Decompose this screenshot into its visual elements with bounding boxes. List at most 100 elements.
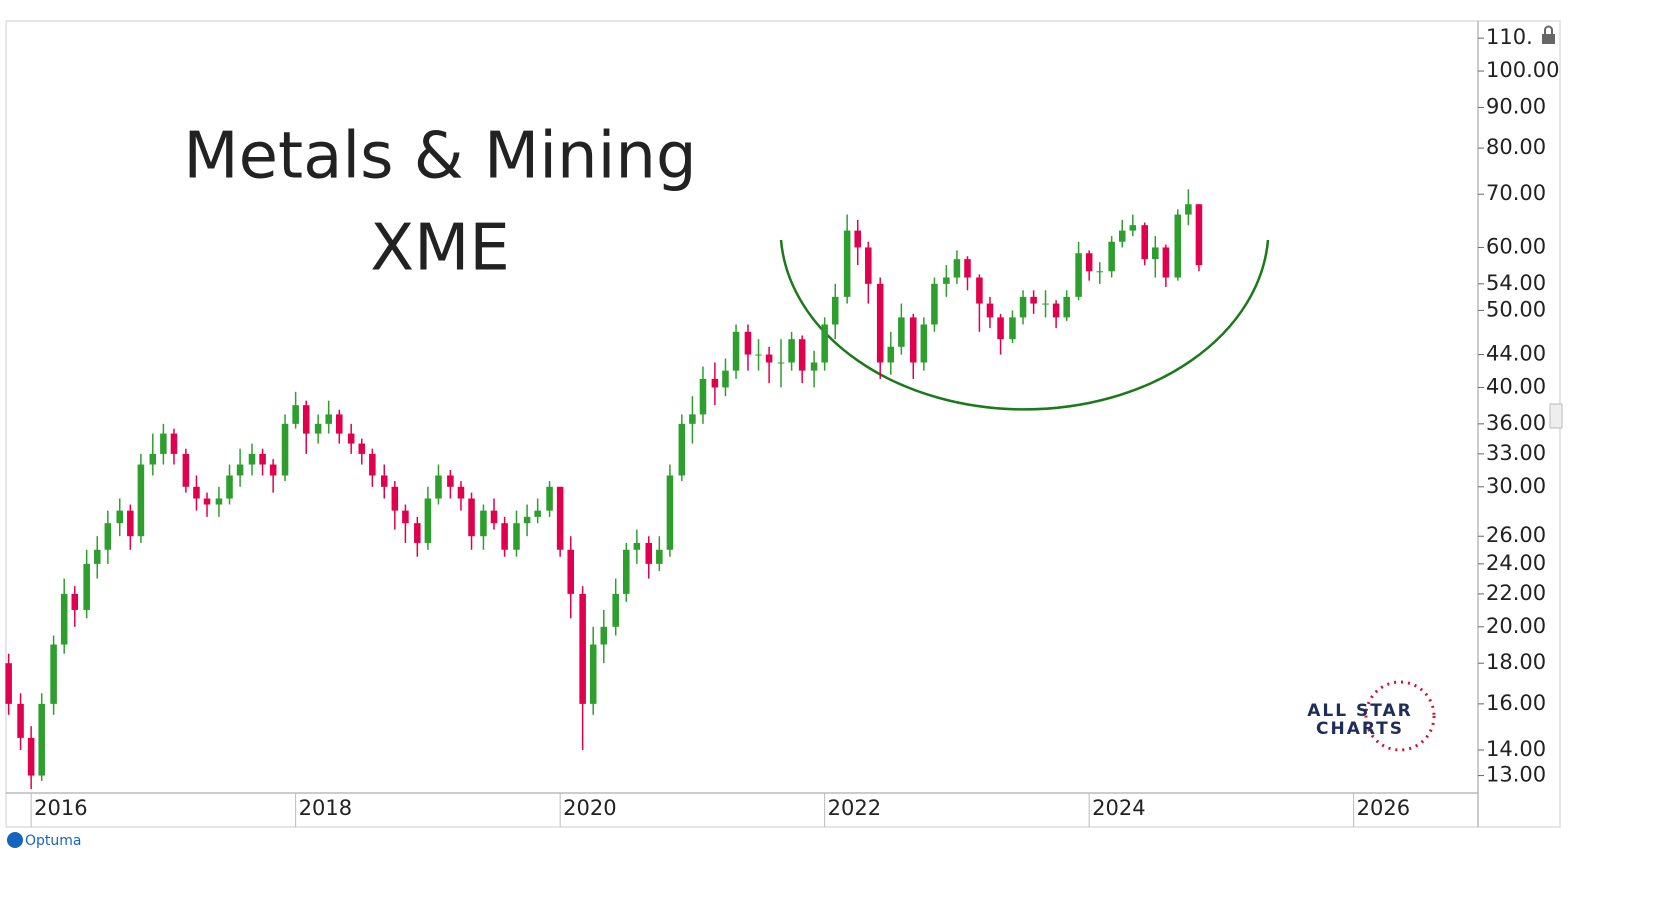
candle-body — [1030, 296, 1037, 304]
candle-body — [765, 354, 773, 363]
candle-body — [457, 486, 465, 499]
candle-body — [1042, 303, 1049, 305]
x-tick-label: 2024 — [1092, 796, 1145, 820]
candle-body — [854, 230, 861, 248]
y-tick-label: 30.00 — [1486, 474, 1546, 498]
candle-body — [623, 549, 630, 594]
candle-body — [556, 486, 564, 550]
candle-body — [1108, 241, 1115, 272]
candle-body — [116, 510, 124, 524]
candle-body — [292, 405, 299, 424]
candle-body — [1096, 271, 1104, 273]
candle-body — [215, 498, 223, 505]
candle-body — [1085, 253, 1093, 272]
candle-body — [347, 433, 355, 444]
x-tick-label: 2018 — [299, 796, 352, 820]
candle-body — [226, 475, 233, 499]
x-tick-label: 2022 — [828, 796, 881, 820]
candle-body — [302, 405, 310, 434]
candle-body — [909, 317, 917, 363]
y-tick-label: 60.00 — [1486, 234, 1546, 258]
candle-body — [633, 542, 641, 550]
candle-body — [732, 331, 740, 371]
candle-body — [170, 433, 178, 454]
y-tick-label: 14.00 — [1486, 737, 1546, 761]
candle-body — [435, 475, 442, 499]
candle-body — [711, 378, 719, 388]
cup-annotation — [779, 239, 1270, 411]
candle-body — [976, 277, 983, 304]
chart-subtitle: XME — [370, 212, 510, 286]
candle-body — [1063, 296, 1070, 318]
candle-body — [127, 510, 134, 537]
logo-text: ALL STAR — [1307, 701, 1413, 721]
candle-body — [1052, 303, 1060, 318]
candle-body — [336, 414, 343, 434]
candle-body — [424, 498, 432, 543]
candle-body — [1152, 247, 1159, 260]
candle-body — [38, 703, 45, 776]
candle-body — [579, 593, 586, 704]
candle-body — [1195, 204, 1203, 266]
candle-body — [1141, 225, 1148, 260]
candle-body — [722, 370, 729, 388]
candle-body — [369, 453, 376, 476]
candle-body — [1185, 204, 1192, 215]
candle-body — [269, 464, 277, 476]
candle-body — [414, 523, 421, 543]
candle-body — [203, 498, 211, 505]
candle-body — [193, 486, 200, 499]
candle-body — [1118, 230, 1126, 242]
y-tick-label: 110. — [1486, 25, 1533, 49]
y-tick-label: 36.00 — [1486, 411, 1546, 435]
candle-body — [821, 324, 828, 363]
y-tick-label: 54.00 — [1486, 271, 1546, 295]
candle-body — [468, 498, 475, 537]
candle-body — [656, 549, 663, 564]
candle-body — [1009, 317, 1016, 340]
candle-body — [281, 423, 289, 476]
candle-body — [236, 464, 244, 476]
candle-body — [744, 331, 752, 355]
y-tick-label: 44.00 — [1486, 342, 1546, 366]
candle-body — [5, 663, 12, 704]
candle-body — [259, 453, 266, 465]
candle-body — [50, 644, 57, 704]
chart-title: Metals & Mining — [183, 120, 696, 194]
candle-body — [314, 423, 322, 434]
candle-body — [325, 414, 332, 424]
y-tick-label: 40.00 — [1486, 374, 1546, 398]
candle-body — [490, 510, 498, 524]
candle-body — [248, 453, 256, 465]
y-tick-label: 70.00 — [1486, 181, 1546, 205]
candle-body — [104, 523, 112, 550]
candle-body — [986, 303, 994, 318]
candle-body — [501, 523, 508, 550]
candle-body — [1019, 296, 1027, 318]
x-tick-label: 2020 — [563, 796, 616, 820]
candle-body — [931, 283, 938, 325]
y-tick-label: 13.00 — [1486, 763, 1546, 787]
candle-body — [513, 523, 520, 550]
candle-body — [27, 737, 35, 776]
scroll-handle[interactable] — [1549, 403, 1563, 429]
candle-body — [843, 230, 851, 297]
candle-body — [83, 563, 90, 610]
y-tick-label: 50.00 — [1486, 297, 1546, 321]
app-icon — [7, 832, 23, 848]
candle-body — [943, 277, 950, 284]
y-tick-label: 18.00 — [1486, 650, 1546, 674]
candle-body — [699, 378, 707, 415]
y-tick-label: 16.00 — [1486, 691, 1546, 715]
lock-icon[interactable] — [1542, 34, 1555, 44]
candle-body — [645, 542, 653, 564]
y-tick-label: 22.00 — [1486, 581, 1546, 605]
candle-body — [402, 510, 409, 524]
candle-body — [93, 549, 101, 564]
y-tick-label: 100.00 — [1486, 58, 1559, 82]
candle-body — [1075, 253, 1082, 297]
y-tick-label: 26.00 — [1486, 523, 1546, 547]
candle-body — [831, 296, 839, 325]
x-tick-label: 2026 — [1357, 796, 1410, 820]
